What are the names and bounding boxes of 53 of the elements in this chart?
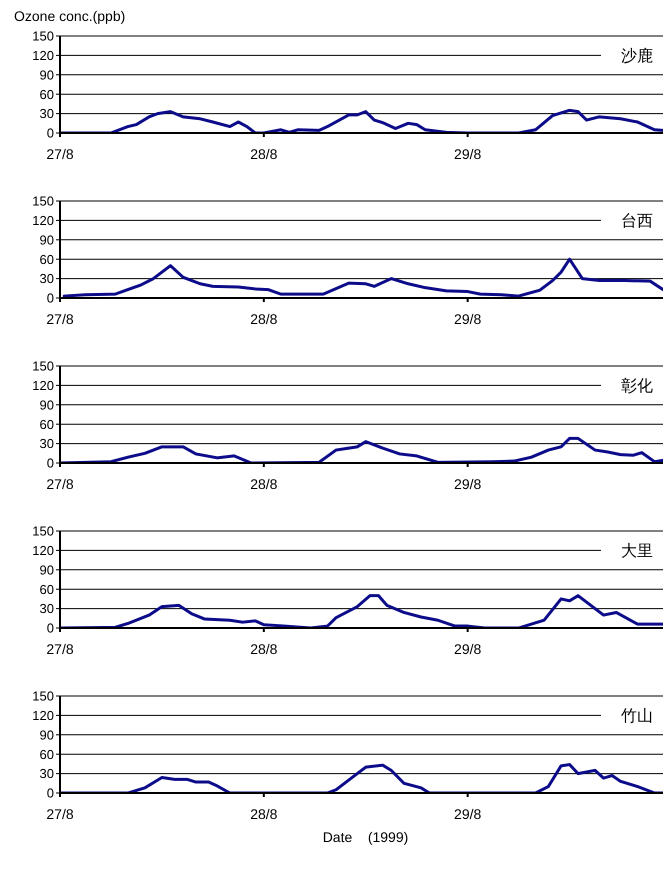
x-tick-label: 28/8 [250,476,278,492]
x-tick-label: 27/8 [46,640,74,657]
y-tick-label: 60 [40,746,54,762]
x-tick-label: 28/8 [250,806,278,822]
x-tick-label: 28/8 [250,146,278,162]
y-tick-label: 90 [40,562,54,578]
y-tick-label: 60 [40,416,54,432]
x-tick-label: 29/8 [454,310,482,327]
y-tick-label: 150 [32,688,54,704]
y-tick-label: 30 [40,766,54,782]
x-tick-label: 29/8 [454,640,482,657]
text: 大里 [601,541,663,562]
y-tick-label: 30 [40,436,54,452]
x-tick-label: 29/8 [454,476,482,492]
y-tick-label: 150 [32,28,54,44]
text: 沙鹿 [601,46,663,67]
y-axis-title: Ozone conc.(ppb) [14,8,126,26]
x-tick-label: 27/8 [46,146,74,162]
x-tick-label: 28/8 [250,640,278,657]
y-tick-label: 0 [46,126,54,141]
y-tick-label: 150 [32,194,54,209]
x-tick-label: 27/8 [46,476,74,492]
y-tick-label: 30 [40,601,54,616]
text: 竹山 [601,706,663,727]
line-series [62,258,663,298]
y-tick-label: 120 [32,543,54,558]
y-tick-label: 0 [46,620,54,636]
y-tick-label: 120 [32,213,54,228]
y-tick-label: 120 [32,48,54,64]
x-tick-label: 29/8 [454,146,482,162]
x-axis-title: Date (1999) [322,829,410,845]
y-tick-label: 90 [40,397,54,412]
text: 彰化 [601,376,663,397]
y-tick-label: 90 [40,67,54,82]
x-tick-label: 29/8 [454,806,482,822]
y-tick-label: 120 [32,378,54,394]
y-tick-label: 90 [40,232,54,248]
y-tick-label: 30 [40,106,54,122]
y-tick-label: 60 [40,86,54,102]
x-tick-label: 27/8 [46,806,74,822]
y-tick-label: 90 [40,727,54,742]
y-tick-label: 0 [46,456,54,471]
y-tick-label: 30 [40,271,54,286]
x-tick-label: 27/8 [46,310,74,327]
y-tick-label: 150 [32,358,54,374]
y-tick-label: 0 [46,786,54,801]
y-tick-label: 120 [32,708,54,724]
y-tick-label: 60 [40,252,54,267]
y-tick-label: 60 [40,582,54,597]
y-tick-label: 150 [32,524,54,539]
x-tick-label: 28/8 [250,310,278,327]
y-tick-label: 0 [46,290,54,306]
text: 台西 [601,211,663,232]
